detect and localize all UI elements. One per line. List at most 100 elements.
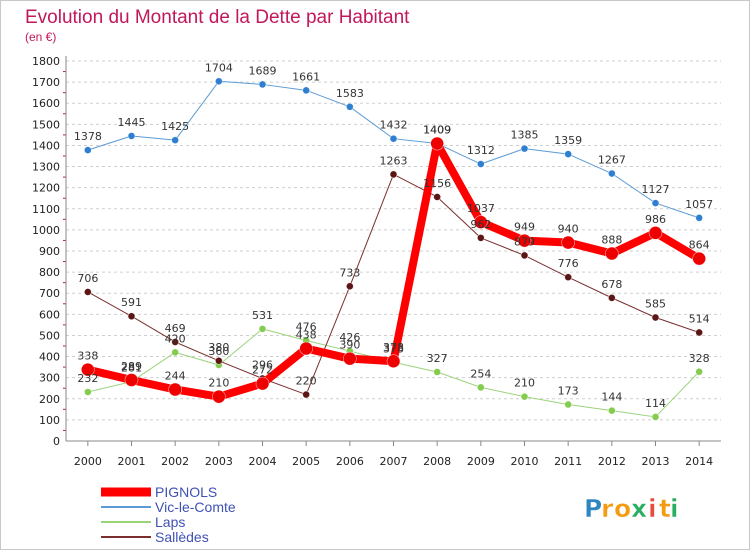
data-label-pignols: 390 xyxy=(339,339,360,352)
point-vic-le-comte xyxy=(302,86,310,95)
data-label-pignols: 210 xyxy=(208,377,229,390)
x-tick-label: 2005 xyxy=(292,455,320,468)
logo-letter: P xyxy=(584,494,602,523)
data-label-laps: 232 xyxy=(77,372,98,385)
data-label-salledes: 776 xyxy=(558,257,579,270)
data-label-laps: 476 xyxy=(296,321,317,334)
x-tick-label: 2011 xyxy=(554,455,582,468)
point-salledes xyxy=(346,282,354,291)
x-tick-label: 2007 xyxy=(380,455,408,468)
point-pignols xyxy=(81,362,95,377)
point-laps xyxy=(564,400,572,409)
point-pignols xyxy=(430,136,444,151)
axes: 0 100 200 300 400 500 600 700 800 900 1000 1100 1200… xyxy=(32,55,721,468)
data-label-vic-le-comte: 1425 xyxy=(161,120,189,133)
series-salledes xyxy=(84,170,703,399)
point-salledes xyxy=(302,390,310,399)
point-pignols xyxy=(517,233,532,248)
x-tick-label: 2000 xyxy=(74,455,102,468)
y-tick-label: 1000 xyxy=(32,224,60,237)
proxiti-logo: Pr o x i t i xyxy=(584,494,679,524)
data-label-salledes: 706 xyxy=(77,272,98,285)
data-label-laps: 426 xyxy=(339,331,360,344)
point-laps xyxy=(608,406,616,415)
data-label-laps: 420 xyxy=(165,332,186,345)
data-label-salledes: 678 xyxy=(601,278,622,291)
point-vic-le-comte xyxy=(171,136,179,144)
y-tick-label: 1200 xyxy=(32,182,60,195)
point-laps xyxy=(258,325,267,333)
y-tick-label: 900 xyxy=(39,245,60,258)
point-laps xyxy=(477,383,485,392)
series-line-vic-le-comte xyxy=(87,80,700,219)
data-label-pignols: 940 xyxy=(558,223,579,236)
point-vic-le-comte xyxy=(346,103,354,111)
point-laps xyxy=(695,367,703,376)
data-label-pignols: 888 xyxy=(601,234,622,247)
data-label-vic-le-comte: 1583 xyxy=(336,87,364,100)
chart-title: Evolution du Montant de la Dette par Hab… xyxy=(25,7,410,28)
data-label-laps: 531 xyxy=(252,309,273,322)
data-label-pignols: 244 xyxy=(165,369,186,382)
data-label-salledes: 591 xyxy=(121,296,142,309)
data-label-laps: 210 xyxy=(514,377,535,390)
point-pignols xyxy=(605,246,619,261)
y-tick-label: 1100 xyxy=(32,203,60,216)
point-salledes xyxy=(564,273,572,281)
data-label-salledes: 514 xyxy=(689,312,710,325)
x-tick-label: 2008 xyxy=(423,455,451,468)
point-salledes xyxy=(695,328,703,337)
y-tick-label: 0 xyxy=(53,435,60,448)
data-label-vic-le-comte: 1359 xyxy=(554,134,582,147)
point-laps xyxy=(520,392,529,401)
data-label-pignols: 289 xyxy=(121,360,142,373)
point-vic-le-comte xyxy=(651,199,660,207)
point-salledes xyxy=(215,356,223,365)
point-pignols xyxy=(168,382,182,397)
data-label-salledes: 733 xyxy=(339,266,360,279)
point-salledes xyxy=(651,313,660,322)
logo-letter: x xyxy=(631,494,647,523)
data-label-vic-le-comte: 1385 xyxy=(511,129,539,142)
point-pignols xyxy=(648,226,663,240)
point-vic-le-comte xyxy=(520,144,529,153)
point-pignols xyxy=(386,354,401,369)
point-pignols xyxy=(474,215,488,229)
y-tick-label: 1400 xyxy=(32,139,60,152)
y-tick-label: 500 xyxy=(39,329,60,342)
data-label-salledes: 1263 xyxy=(380,154,408,167)
point-vic-le-comte xyxy=(389,134,398,143)
x-tick-label: 2002 xyxy=(161,455,189,468)
point-salledes xyxy=(171,338,179,346)
y-tick-label: 300 xyxy=(39,372,60,385)
point-pignols xyxy=(124,373,139,387)
x-tick-label: 2010 xyxy=(511,455,539,468)
point-salledes xyxy=(389,170,398,179)
logo-letter: i xyxy=(670,494,679,523)
data-label-vic-le-comte: 1057 xyxy=(685,198,713,211)
data-label-salledes: 962 xyxy=(470,218,491,231)
data-label-laps: 373 xyxy=(383,342,404,355)
legend-label-vic-le-comte: Vic-le-Comte xyxy=(155,499,236,515)
point-vic-le-comte xyxy=(477,160,485,168)
point-vic-le-comte xyxy=(695,214,703,222)
x-tick-label: 2012 xyxy=(598,455,626,468)
x-tick-label: 2003 xyxy=(205,455,233,468)
y-tick-label: 700 xyxy=(39,287,60,300)
point-pignols xyxy=(212,389,226,404)
point-pignols xyxy=(255,376,270,391)
point-salledes xyxy=(608,294,616,302)
data-label-salledes: 220 xyxy=(296,375,317,388)
point-pignols xyxy=(692,251,706,266)
grid xyxy=(66,60,721,421)
x-tick-label: 2006 xyxy=(336,455,364,468)
point-laps xyxy=(171,348,179,357)
point-laps xyxy=(433,368,441,376)
data-label-pignols: 1409 xyxy=(423,124,451,137)
point-pignols xyxy=(343,351,357,366)
y-tick-label: 1700 xyxy=(32,76,60,89)
data-label-pignols: 1037 xyxy=(467,202,495,215)
chart-subtitle: (en €) xyxy=(25,30,56,44)
